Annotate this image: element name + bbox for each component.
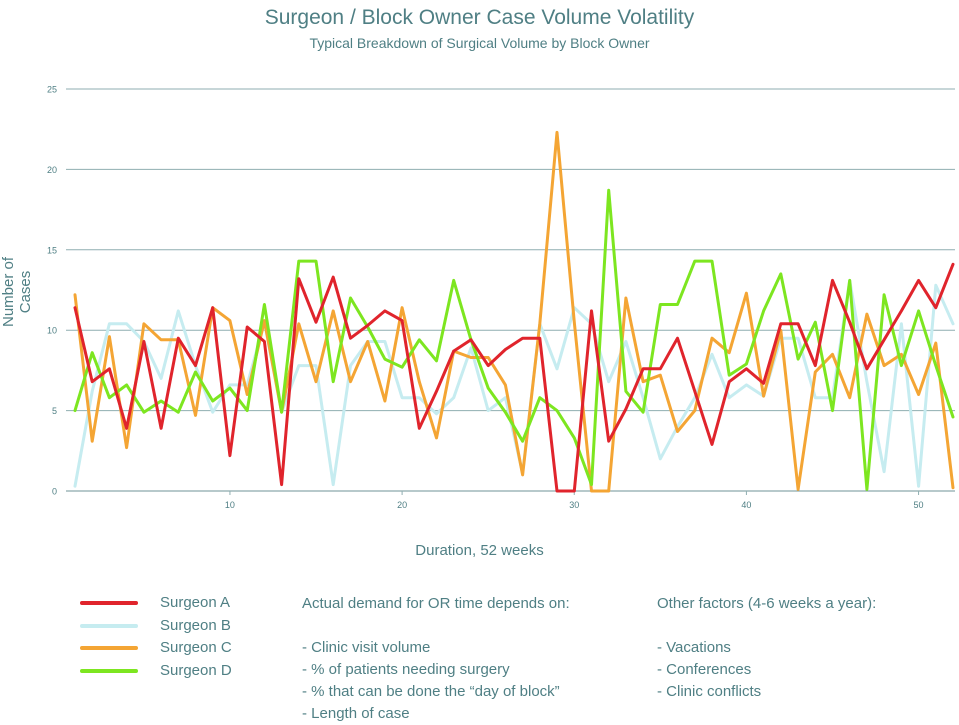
y-tick-label: 0 (52, 487, 57, 497)
x-tick-label: 20 (397, 500, 407, 510)
y-tick-label: 10 (47, 326, 57, 336)
other-factor-item: - Conferences (657, 661, 752, 678)
y-tick-label: 25 (47, 85, 57, 95)
other-factors-heading: Other factors (4-6 weeks a year): (657, 595, 877, 612)
legend-label-surgeon-d: Surgeon D (160, 661, 232, 679)
other-factor-item: - Vacations (657, 639, 731, 656)
x-tick-label: 30 (569, 500, 579, 510)
other-factors-notes: Other factors (4-6 weeks a year): - Vaca… (657, 593, 876, 703)
series-lines (73, 130, 955, 493)
chart-title: Surgeon / Block Owner Case Volume Volati… (264, 6, 695, 29)
demand-notes-heading: Actual demand for OR time depends on: (302, 595, 570, 612)
y-tick-label: 15 (47, 245, 57, 255)
legend-label-surgeon-a: Surgeon A (160, 594, 231, 611)
legend-swatch-surgeon-b (80, 623, 138, 628)
demand-note-item: - Length of case (302, 705, 410, 722)
line-chart: 0 5 10 15 20 25 10 20 30 40 50 (47, 85, 955, 510)
series-line-surgeon-b (73, 278, 955, 488)
x-tick-labels: 10 20 30 40 50 (225, 500, 924, 510)
y-axis-label: Number of Cases (0, 256, 34, 328)
demand-note-item: - % that can be done the “day of block” (302, 683, 560, 700)
x-tick-label: 40 (741, 500, 751, 510)
legend-swatch-surgeon-c (80, 646, 138, 650)
y-tick-labels: 0 5 10 15 20 25 (47, 85, 57, 497)
series-line-surgeon-a (73, 262, 955, 493)
legend-label-surgeon-b: Surgeon B (160, 616, 231, 634)
demand-note-item: - Clinic visit volume (302, 639, 431, 656)
series-line-surgeon-c (73, 130, 955, 493)
x-tick-label: 50 (914, 500, 924, 510)
grid-lines (66, 88, 955, 495)
y-tick-label: 20 (47, 165, 57, 175)
demand-note-item: - % of patients needing surgery (302, 661, 510, 678)
demand-notes: Actual demand for OR time depends on: - … (302, 593, 570, 725)
x-axis-label: Duration, 52 weeks (415, 542, 544, 559)
x-tick-label: 10 (225, 500, 235, 510)
legend-label-surgeon-c: Surgeon C (160, 639, 232, 656)
legend-swatch-surgeon-a (80, 601, 138, 605)
legend-swatch-surgeon-d (80, 668, 138, 673)
y-tick-label: 5 (52, 406, 57, 416)
chart-subtitle: Typical Breakdown of Surgical Volume by … (309, 35, 650, 51)
other-factor-item: - Clinic conflicts (657, 683, 762, 700)
